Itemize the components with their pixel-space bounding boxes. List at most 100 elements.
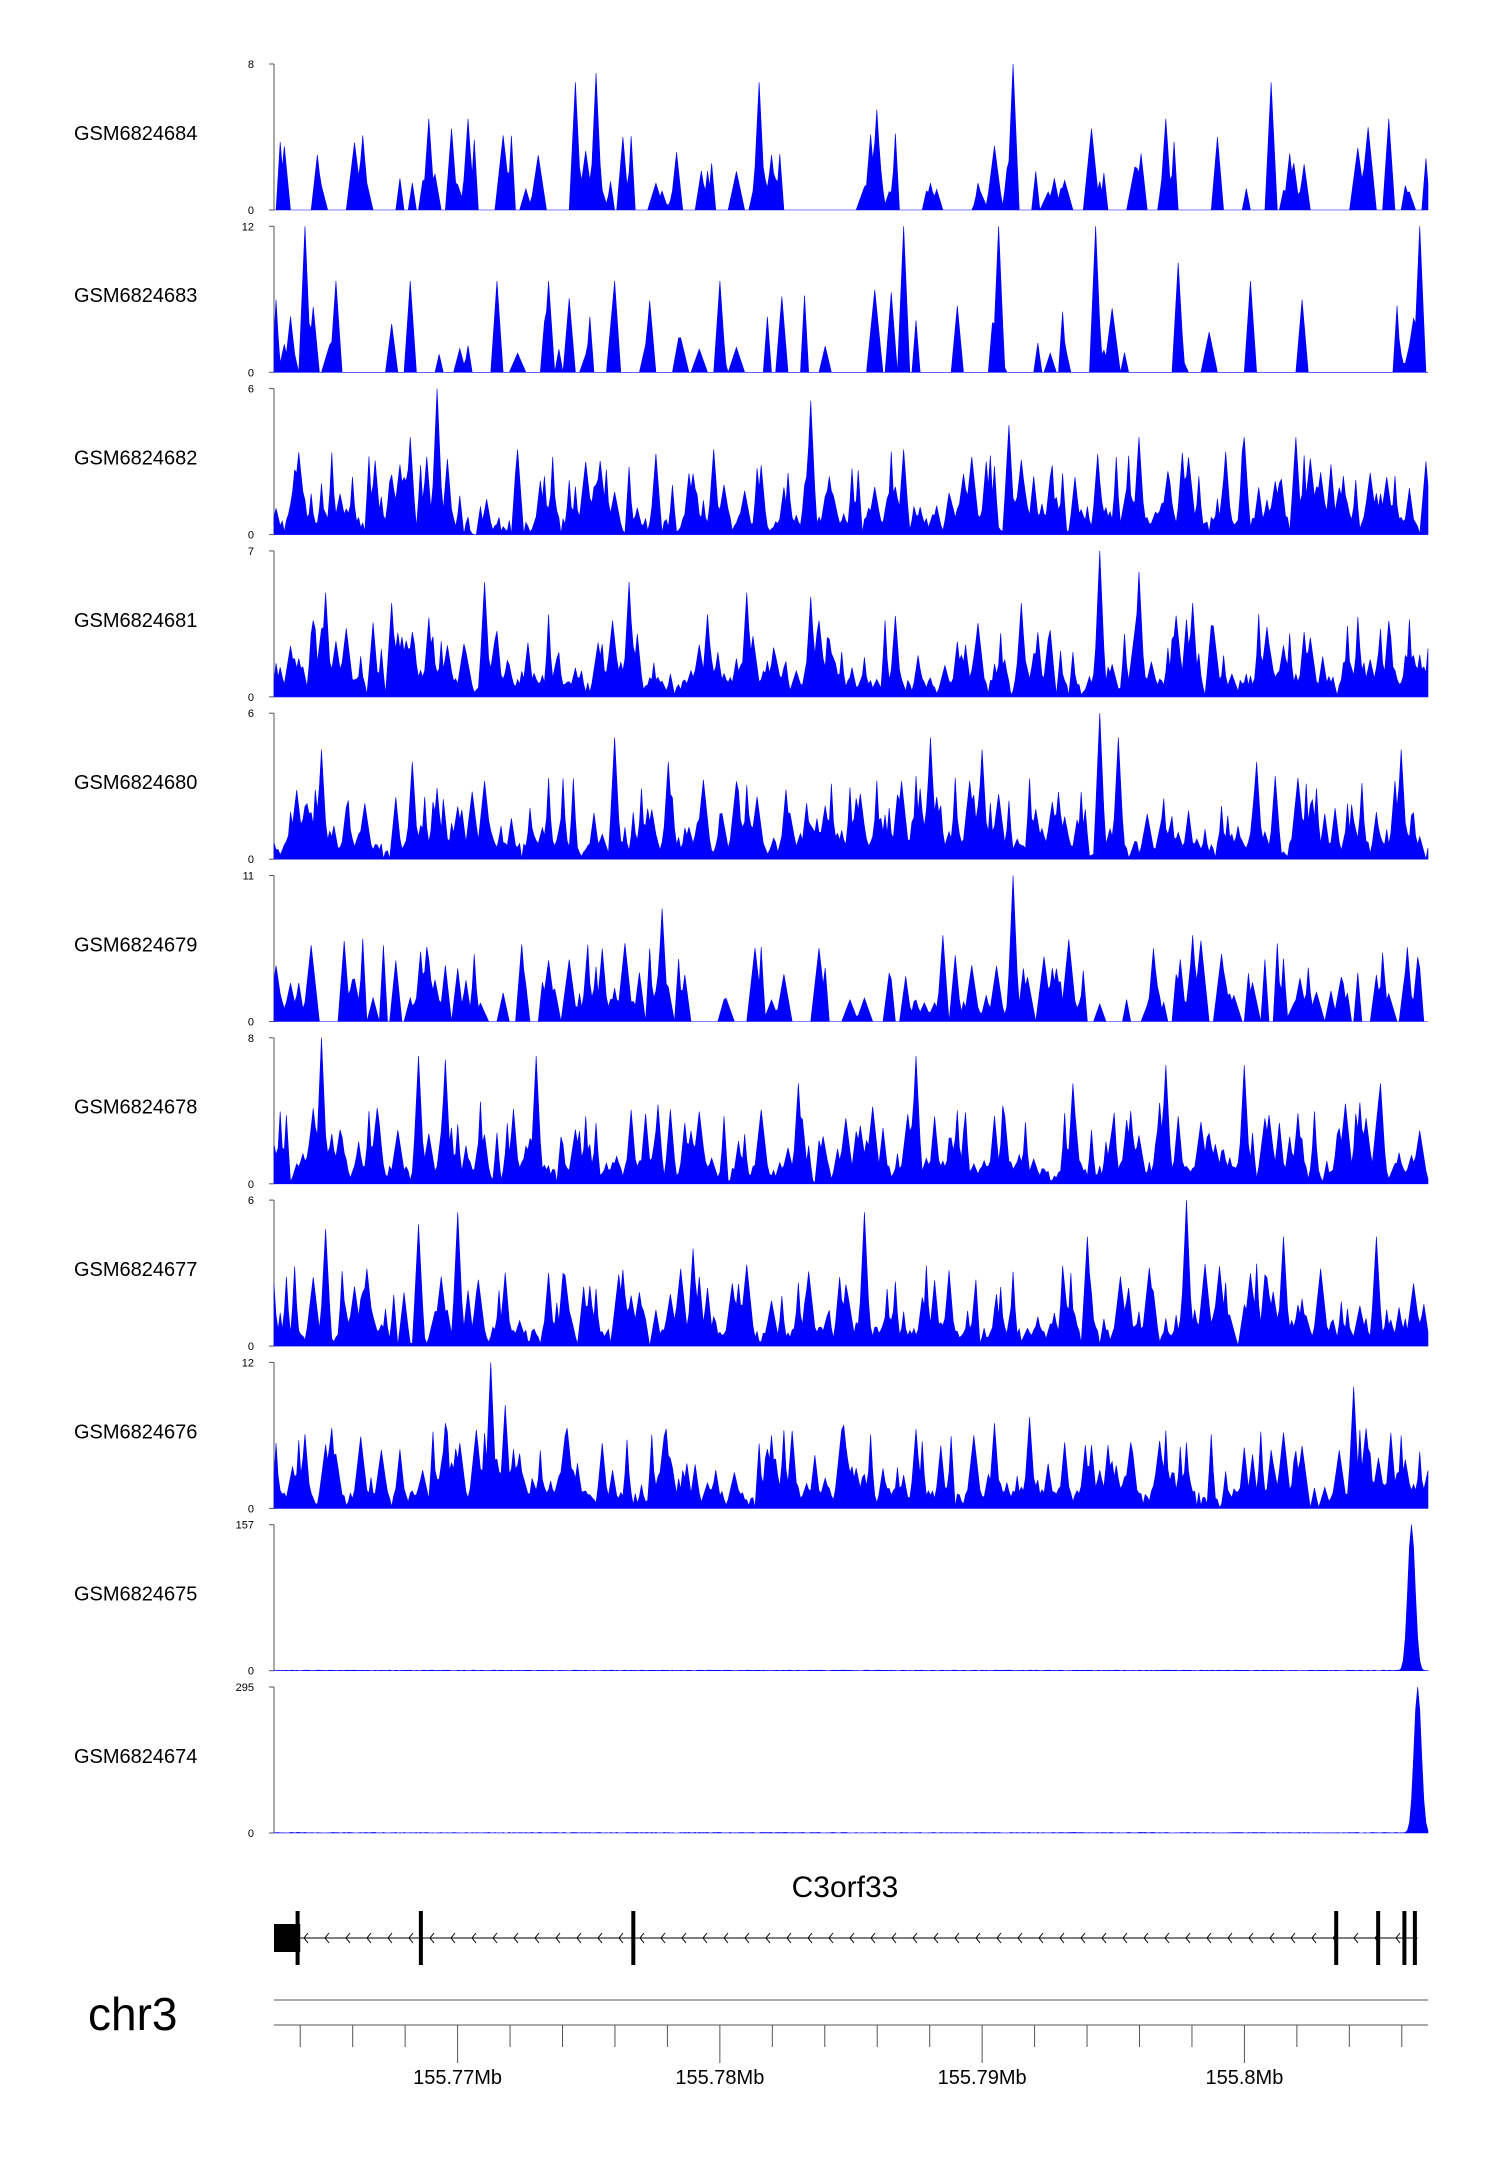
strand-arrow [954,1932,960,1944]
track-label: GSM6824683 [74,285,197,307]
signal-area [273,1037,1429,1185]
strand-arrow [765,1932,771,1944]
y-max-label: 157 [236,1520,254,1532]
strand-arrow [807,1932,813,1944]
strand-arrow [555,1932,561,1944]
strand-arrow [450,1932,456,1944]
strand-arrow [1101,1932,1107,1944]
strand-arrow [345,1932,351,1944]
signal-track: GSM6824678 8 0 [74,1033,1429,1191]
gene-annotation-track: C3orf33 [274,1871,1418,1965]
strand-arrow [1206,1932,1212,1944]
signal-track: GSM6824675 157 0 [74,1520,1429,1678]
exon-block [1376,1911,1381,1965]
y-min-label: 0 [248,1341,254,1353]
y-min-label: 0 [248,854,254,866]
strand-arrow [1122,1932,1128,1944]
strand-arrow [492,1932,498,1944]
strand-arrow [723,1932,729,1944]
y-min-label: 0 [248,1503,254,1515]
strand-arrow [1038,1932,1044,1944]
track-label: GSM6824680 [74,772,197,794]
y-max-label: 7 [248,546,254,558]
y-max-label: 12 [242,1357,254,1369]
exon-block [1402,1911,1407,1965]
y-max-label: 12 [242,221,254,233]
strand-arrows [303,1932,1401,1944]
strand-arrow [1353,1932,1359,1944]
signal-area [273,875,1428,1022]
y-min-label: 0 [248,692,254,704]
signal-track: GSM6824680 6 0 [74,708,1429,866]
signal-area [273,1524,1429,1672]
signal-track: GSM6824677 6 0 [74,1195,1429,1353]
strand-arrow [324,1932,330,1944]
strand-arrow [1269,1932,1275,1944]
strand-arrow [933,1932,939,1944]
strand-arrow [1395,1932,1401,1944]
axis-tick-label: 155.8Mb [1205,2067,1283,2089]
strand-arrow [534,1932,540,1944]
strand-arrow [786,1932,792,1944]
signal-area [273,1362,1429,1509]
exon-block [1412,1911,1417,1965]
axis-tick-label: 155.79Mb [938,2067,1027,2089]
strand-arrow [1227,1932,1233,1944]
strand-arrow [1059,1932,1065,1944]
strand-arrow [1164,1932,1170,1944]
signal-track: GSM6824683 12 0 [74,221,1428,379]
y-max-label: 6 [248,708,254,720]
y-max-label: 6 [248,1195,254,1207]
strand-arrow [702,1932,708,1944]
signal-track: GSM6824676 12 0 [74,1357,1429,1515]
strand-arrow [1248,1932,1254,1944]
strand-arrow [1185,1932,1191,1944]
strand-arrow [1080,1932,1086,1944]
strand-arrow [1290,1932,1296,1944]
strand-arrow [681,1932,687,1944]
strand-arrow [975,1932,981,1944]
signal-track: GSM6824684 8 0 [74,59,1429,217]
strand-arrow [513,1932,519,1944]
y-max-label: 11 [243,871,254,883]
strand-arrow [471,1932,477,1944]
track-label: GSM6824682 [74,448,197,470]
signal-area [273,550,1429,698]
track-label: GSM6824674 [74,1746,197,1768]
signal-track: GSM6824674 295 0 [74,1682,1429,1840]
genomic-axis-track: chr3 155.77Mb 155.78Mb 155.79Mb 155.8Mb [88,1988,1428,2089]
y-min-label: 0 [248,1179,254,1191]
signal-tracks: GSM682468480GSM6824683120GSM682468260GSM… [74,59,1429,1840]
signal-area [273,1686,1429,1834]
strand-arrow [1143,1932,1149,1944]
strand-arrow [996,1932,1002,1944]
track-label: GSM6824677 [74,1259,197,1281]
track-label: GSM6824676 [74,1421,197,1443]
exon-block [631,1911,636,1965]
strand-arrow [639,1932,645,1944]
strand-arrow [618,1932,624,1944]
y-min-label: 0 [248,1666,254,1678]
track-label: GSM6824678 [74,1097,197,1119]
exon-block [1334,1911,1339,1965]
signal-area [274,63,1429,212]
signal-area [273,388,1429,535]
strand-arrow [597,1932,603,1944]
y-max-label: 295 [236,1682,254,1694]
axis-tick-label: 155.77Mb [413,2067,502,2089]
signal-track: GSM6824679 11 0 [74,871,1428,1029]
exon-block [418,1911,423,1965]
strand-arrow [1017,1932,1023,1944]
y-max-label: 8 [248,59,254,71]
y-min-label: 0 [248,205,254,217]
strand-arrow [660,1932,666,1944]
signal-area [273,1200,1429,1347]
strand-arrow [387,1932,393,1944]
y-max-label: 8 [248,1033,254,1045]
signal-track: GSM6824681 7 0 [74,546,1429,704]
y-min-label: 0 [248,367,254,379]
y-min-label: 0 [248,1017,254,1029]
strand-arrow [366,1932,372,1944]
axis-tick-label: 155.78Mb [675,2067,764,2089]
